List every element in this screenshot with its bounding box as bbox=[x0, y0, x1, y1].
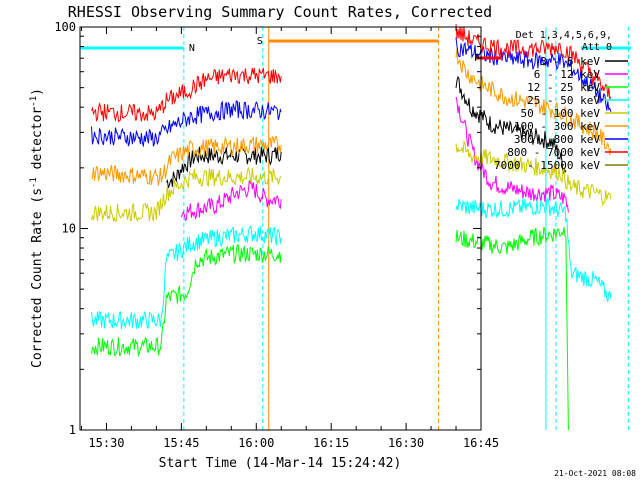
series-50-100-kev bbox=[91, 140, 612, 223]
x-tick-label-16-45: 16:45 bbox=[463, 436, 499, 450]
legend-label-300-800-kev: 300 - 800 keV bbox=[514, 133, 600, 146]
y-axis-label: Corrected Count Rate (s-1 detector-1) bbox=[29, 88, 45, 368]
series-800-7000-kev bbox=[91, 23, 612, 123]
x-tick-label-15-30: 15:30 bbox=[88, 436, 124, 450]
legend-label-800-7000-kev: 800 - 7000 keV bbox=[507, 146, 600, 159]
y-axis-label-sup-1: -1 bbox=[29, 177, 39, 188]
plot-frame bbox=[79, 26, 482, 431]
flag-label-s: S bbox=[257, 36, 263, 47]
legend-label-3-6-kev: 3 - 6 keV bbox=[540, 55, 600, 68]
footer-date: 21-Oct-2021 08:08 bbox=[554, 469, 636, 478]
series-25-50-kev-segment-0 bbox=[91, 225, 282, 330]
series-3-6-kev-segment-1 bbox=[455, 75, 567, 175]
legend-label-100-300-kev: 100 - 300 keV bbox=[514, 120, 600, 133]
flag-label-n: N bbox=[189, 43, 195, 54]
series-100-300-kev-segment-1 bbox=[455, 48, 612, 156]
series-6-12-kev-segment-1 bbox=[455, 96, 569, 213]
x-tick-label-16-30: 16:30 bbox=[388, 436, 424, 450]
series-300-800-kev-segment-0 bbox=[91, 100, 282, 148]
legend-label-6-12-kev: 6 - 12 keV bbox=[534, 68, 601, 81]
x-tick-label-16-00: 16:00 bbox=[238, 436, 274, 450]
series-800-7000-kev-segment-0 bbox=[91, 67, 282, 123]
y-tick-label-1: 1 bbox=[69, 423, 76, 437]
x-axis-label: Start Time (14-Mar-14 15:24:42) bbox=[159, 456, 402, 471]
y-tick-label-10: 10 bbox=[62, 222, 76, 236]
legend-label-7000-15000-kev: 7000 - 15000 keV bbox=[494, 159, 600, 172]
y-axis-label-sup-2: -1 bbox=[29, 96, 39, 107]
series-6-12-kev bbox=[180, 96, 569, 222]
legend-header-line-1: Att 0 bbox=[582, 42, 612, 53]
series-6-12-kev-segment-0 bbox=[180, 179, 282, 222]
series-12-25-kev-segment-0 bbox=[91, 244, 282, 358]
legend-label-25-50-kev: 25 - 50 keV bbox=[527, 94, 600, 107]
x-tick-label-16-15: 16:15 bbox=[313, 436, 349, 450]
series-12-25-kev bbox=[91, 226, 569, 431]
series-50-100-kev-segment-1 bbox=[455, 140, 612, 207]
series-25-50-kev bbox=[91, 196, 612, 330]
axis-ticks: 15:30 15:45 16:00 16:15 16:30 16:45 1 10 100 bbox=[54, 20, 499, 450]
legend-label-50-100-kev: 50 - 100 keV bbox=[521, 107, 601, 120]
legend-header-line-0: Det 1,3,4,5,6,9, bbox=[516, 30, 612, 41]
y-axis-label-end: ) bbox=[30, 88, 45, 96]
series-100-300-kev bbox=[91, 48, 612, 186]
chart-title: RHESSI Observing Summary Count Rates, Co… bbox=[68, 3, 492, 21]
series-50-100-kev-segment-0 bbox=[91, 166, 282, 223]
series-3-6-kev bbox=[165, 75, 567, 189]
series-100-300-kev-segment-0 bbox=[91, 135, 282, 186]
y-axis-label-main: Corrected Count Rate (s bbox=[30, 188, 45, 368]
series-12-25-kev-segment-1 bbox=[455, 226, 569, 431]
y-tick-label-100: 100 bbox=[54, 20, 76, 34]
legend-label-12-25-kev: 12 - 25 keV bbox=[527, 81, 600, 94]
series-800-7000-kev-segment-1 bbox=[455, 23, 612, 100]
y-axis-label-mid: detector bbox=[30, 107, 45, 178]
series-25-50-kev-segment-1 bbox=[455, 196, 612, 303]
series-lines bbox=[91, 23, 612, 431]
x-tick-label-15-45: 15:45 bbox=[163, 436, 199, 450]
series-3-6-kev-segment-0 bbox=[165, 146, 282, 189]
